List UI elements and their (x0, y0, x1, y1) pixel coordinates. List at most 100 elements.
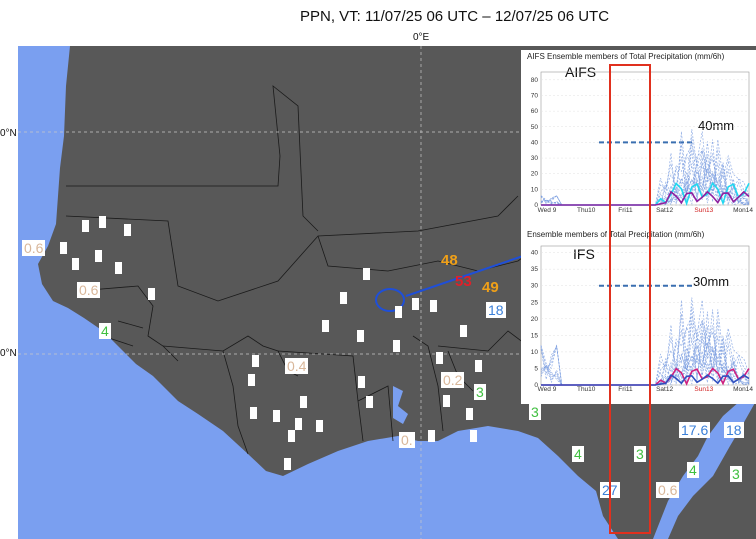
ifs-inset-title: Ensemble members of Total Precipitation … (527, 230, 705, 239)
y-tick-label: 80 (531, 77, 539, 84)
obs-box (250, 407, 257, 419)
y-tick-label: 10 (531, 186, 539, 193)
ensemble-member-line (541, 300, 750, 386)
lake-volta (393, 386, 408, 424)
obs-box (288, 430, 295, 442)
obs-box (284, 458, 291, 470)
ifs-model-label: IFS (573, 246, 595, 262)
obs-box (148, 288, 155, 300)
x-tick-label: Wed 9 (538, 207, 557, 214)
obs-value: 0.4 (285, 358, 309, 374)
obs-box (273, 410, 280, 422)
obs-box (393, 340, 400, 352)
obs-box (475, 360, 482, 372)
obs-value: 0.6 (656, 482, 680, 498)
obs-value: 3 (634, 446, 646, 462)
obs-box (72, 258, 79, 270)
land-southeast (668, 401, 756, 539)
highlight-circle (375, 288, 405, 312)
obs-box (82, 220, 89, 232)
obs-box (340, 292, 347, 304)
obs-box (60, 242, 67, 254)
obs-box (466, 408, 473, 420)
obs-box (358, 376, 365, 388)
obs-value: 4 (572, 446, 584, 462)
x-tick-label: Fri11 (618, 207, 633, 214)
obs-box (115, 262, 122, 274)
ensemble-member-line (541, 320, 750, 386)
x-tick-label: Sun13 (694, 386, 713, 393)
aifs-annotation: 40mm (698, 118, 735, 133)
x-tick-label: Sat12 (656, 386, 673, 393)
highlight-value: 53 (455, 273, 472, 290)
obs-value: 0. (399, 432, 415, 448)
obs-box (436, 352, 443, 364)
highlight-time-window (609, 64, 651, 534)
longitude-label: 0°E (413, 32, 430, 43)
obs-box (357, 330, 364, 342)
y-tick-label: 35 (531, 266, 539, 273)
latitude-label-north: 0°N (0, 128, 17, 139)
x-tick-label: Mon14 (733, 207, 753, 214)
obs-box (300, 396, 307, 408)
y-tick-label: 10 (531, 349, 539, 356)
ifs-plot: 0 5 10 15 20 25 30 35 40 Wed 9 Thu10 Fri11 Sat12 Sun1… (531, 245, 753, 393)
y-tick-label: 5 (534, 365, 538, 372)
ensemble-member-line (541, 168, 750, 207)
latitude-label-south: 0°N (0, 348, 17, 359)
obs-value: 4 (687, 462, 699, 478)
ensemble-member-line (541, 149, 750, 206)
obs-value: 0.2 (441, 372, 465, 388)
obs-box (322, 320, 329, 332)
obs-box (316, 420, 323, 432)
y-tick-label: 0 (534, 202, 538, 209)
aifs-inset-title: AIFS Ensemble members of Total Precipita… (527, 52, 725, 61)
x-tick-label: Fri11 (618, 386, 633, 393)
aifs-inset-panel: AIFS Ensemble members of Total Precipita… (521, 50, 756, 228)
obs-box (366, 396, 373, 408)
obs-box (248, 374, 255, 386)
obs-box (95, 250, 102, 262)
x-tick-label: Thu10 (577, 386, 596, 393)
obs-value: 3 (730, 466, 742, 482)
obs-value: 3 (474, 384, 486, 400)
obs-value: 18 (486, 302, 506, 318)
y-tick-label: 20 (531, 171, 539, 178)
obs-box (395, 306, 402, 318)
aifs-plot: 0 10 20 30 40 50 60 70 80 Wed 9 Thu10 Fri11 Sat12 Sun… (531, 71, 753, 214)
obs-value: 18 (724, 422, 744, 438)
obs-value: 3 (529, 404, 541, 420)
ensemble-member-line (541, 139, 750, 206)
obs-value: 17.6 (679, 422, 711, 438)
obs-box (430, 300, 437, 312)
y-tick-label: 40 (531, 139, 539, 146)
map-title: PPN, VT: 11/07/25 06 UTC – 12/07/25 06 U… (300, 8, 610, 25)
x-tick-label: Mon14 (733, 386, 753, 393)
obs-box (252, 355, 259, 367)
highlight-member-line (541, 373, 750, 386)
obs-box (99, 216, 106, 228)
obs-box (460, 325, 467, 337)
obs-box (295, 418, 302, 430)
ifs-inset-panel: Ensemble members of Total Precipitation … (521, 228, 756, 404)
y-tick-label: 25 (531, 299, 539, 306)
obs-value: 0.6 (77, 282, 101, 298)
y-tick-label: 30 (531, 155, 539, 162)
y-tick-label: 60 (531, 108, 539, 115)
ifs-annotation: 30mm (693, 274, 730, 289)
ensemble-member-line (541, 131, 750, 206)
obs-box (363, 268, 370, 280)
ensemble-member-line (541, 309, 750, 386)
obs-box (428, 430, 435, 442)
obs-box (412, 298, 419, 310)
x-tick-label: Sun13 (694, 207, 713, 214)
obs-value: 4 (99, 323, 111, 339)
highlight-value: 48 (441, 252, 458, 269)
y-tick-label: 50 (531, 124, 539, 131)
highlight-member-line (541, 190, 750, 206)
y-tick-label: 40 (531, 250, 539, 257)
y-tick-label: 20 (531, 316, 539, 323)
y-tick-label: 70 (531, 92, 539, 99)
obs-box (124, 224, 131, 236)
x-tick-label: Wed 9 (538, 386, 557, 393)
